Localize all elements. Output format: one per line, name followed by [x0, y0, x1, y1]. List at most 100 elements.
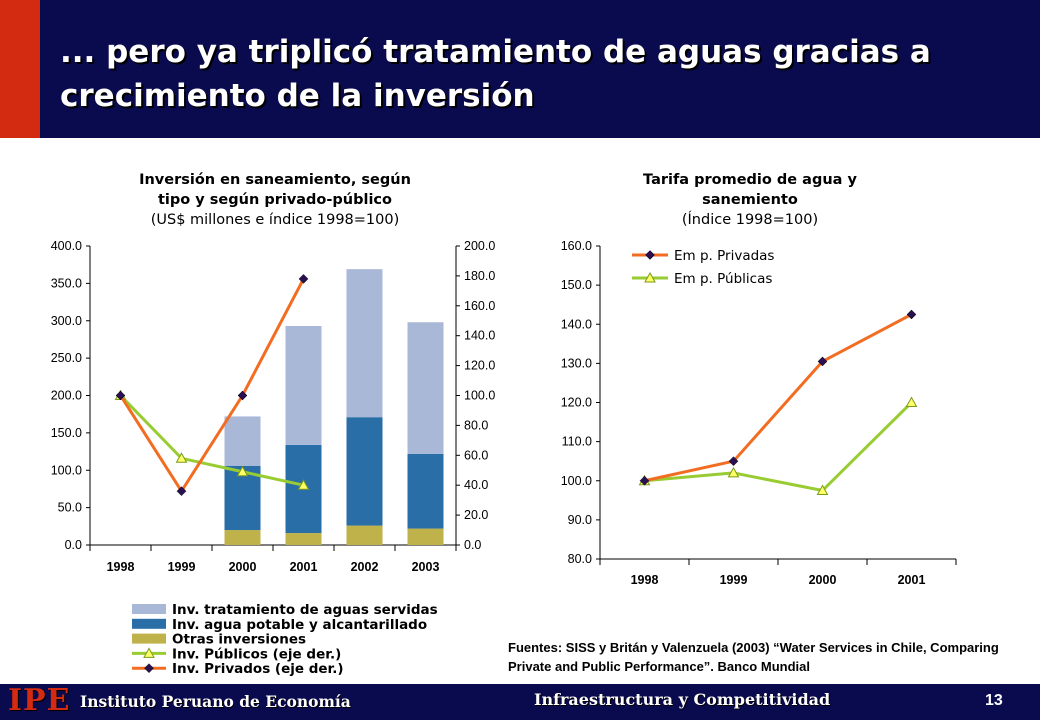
chart2-ytick-label: 150.0	[561, 278, 592, 292]
chart1-xtick-label: 2001	[290, 560, 318, 574]
chart1-y2tick-label: 140.0	[464, 329, 495, 343]
chart1-title-line1: Inversión en saneamiento, según	[139, 172, 411, 188]
chart1-y2tick-label: 60.0	[464, 448, 488, 462]
chart1-legend-label: Inv. agua potable y alcantarillado	[172, 617, 427, 633]
chart2-point	[905, 396, 918, 407]
chart2-legend-marker	[645, 250, 655, 260]
chart2-point	[906, 309, 917, 320]
chart1-ytick-label: 150.0	[51, 426, 82, 440]
charts-canvas: 0.0 50.0 100.0 150.0 200.0 250.0 300.0 350.0 400…	[51, 239, 957, 677]
chart1-ytick-label: 200.0	[51, 389, 82, 403]
chart1-ytick-label: 100.0	[51, 463, 82, 477]
chart2-xtick-label: 2000	[809, 573, 837, 587]
page-number: 13	[985, 692, 1003, 709]
chart2-point	[817, 356, 828, 367]
ipe-logo: IPE	[8, 683, 71, 718]
chart1-y2tick-label: 120.0	[464, 359, 495, 373]
chart1-legend-label: Inv. Privados (eje der.)	[172, 661, 344, 677]
chart1-y2tick-label: 100.0	[464, 389, 495, 403]
chart1-bar	[285, 533, 322, 545]
chart2-point	[639, 475, 650, 486]
chart2-ytick-label: 100.0	[561, 474, 592, 488]
chart2-xtick-label: 1999	[720, 573, 748, 587]
chart1-bar	[346, 417, 383, 526]
chart1-legend-label: Inv. Públicos (eje der.)	[172, 646, 341, 662]
chart1-bar	[224, 530, 261, 545]
chart2-series-line	[644, 313, 913, 483]
chart2-ytick-label: 80.0	[568, 552, 592, 566]
chart2-ytick-label: 90.0	[568, 513, 592, 527]
chart1-legend-swatch	[132, 604, 166, 614]
chart1-bar	[407, 528, 444, 545]
chart2-title-line2: sanemiento	[702, 192, 798, 208]
chart1-bar	[224, 465, 261, 531]
chart1-y2tick-label: 40.0	[464, 478, 488, 492]
section-name: Infraestructura y Competitividad	[534, 690, 831, 709]
slide-title: ... pero ya triplicó tratamiento de agua…	[60, 34, 931, 114]
chart1-y2tick-label: 0.0	[464, 538, 481, 552]
chart1-ytick-label: 250.0	[51, 351, 82, 365]
chart1-ytick-label: 50.0	[58, 501, 82, 515]
header-bar	[0, 0, 1040, 138]
chart1-legend-marker	[143, 647, 155, 658]
institution-name: Instituto Peruano de Economía	[80, 692, 351, 711]
chart2-ytick-label: 130.0	[561, 356, 592, 370]
chart1-point	[115, 390, 126, 401]
chart1-bar	[346, 269, 383, 418]
chart1-legend-swatch	[132, 618, 166, 629]
chart2-point	[727, 466, 740, 478]
chart1-bar	[224, 416, 261, 466]
chart2-xtick-label: 2001	[898, 573, 926, 587]
chart1-xtick-label: 1998	[107, 560, 135, 574]
chart1-bar	[407, 453, 444, 529]
chart1-legend-label: Inv. tratamiento de aguas servidas	[172, 602, 438, 618]
chart1-point	[237, 390, 248, 401]
chart2-xtick-label: 1998	[631, 573, 659, 587]
header-accent	[0, 0, 40, 138]
chart1-y2tick-label: 80.0	[464, 418, 488, 432]
chart1-xtick-label: 1999	[168, 560, 196, 574]
chart2-ytick-label: 160.0	[561, 239, 592, 253]
chart1-title: Inversión en saneamiento, según tipo y s…	[90, 170, 460, 230]
chart1-legend-swatch	[132, 633, 166, 644]
chart2-ytick-label: 110.0	[562, 435, 592, 449]
chart1-ytick-label: 0.0	[65, 538, 82, 552]
chart1-ytick-label: 350.0	[51, 276, 82, 290]
chart1-y2tick-label: 20.0	[464, 508, 488, 522]
chart1-xtick-label: 2003	[412, 560, 440, 574]
chart2-ytick-label: 120.0	[561, 396, 592, 410]
chart1-xtick-label: 2002	[351, 560, 379, 574]
chart1-series-line	[119, 394, 304, 487]
chart2-legend-marker	[644, 271, 656, 283]
chart1-y2tick-label: 200.0	[464, 239, 495, 253]
chart2-point	[728, 456, 739, 467]
chart2-title: Tarifa promedio de agua y sanemiento (Ín…	[600, 170, 900, 230]
chart1-point	[175, 452, 188, 463]
chart2-series-line	[644, 401, 913, 493]
chart2-subtitle: (Índice 1998=100)	[681, 212, 819, 228]
chart1-ytick-label: 300.0	[51, 314, 82, 328]
chart1-bar	[285, 325, 322, 445]
footer-bar	[0, 684, 1040, 720]
chart1-point	[176, 486, 187, 497]
chart1-point	[297, 479, 310, 490]
chart1-series-line	[119, 278, 305, 494]
chart1-legend-marker	[144, 663, 154, 674]
chart2-title-line1: Tarifa promedio de agua y	[643, 172, 857, 188]
chart2-ytick-label: 140.0	[561, 317, 592, 331]
chart1-title-line2: tipo y según privado-público	[157, 192, 392, 208]
chart2-legend-label: Em p. Públicas	[674, 271, 772, 287]
chart1-ytick-label: 400.0	[51, 239, 82, 253]
chart1-bar	[346, 525, 383, 545]
chart1-point	[236, 465, 249, 477]
chart1-subtitle: (US$ millones e índice 1998=100)	[150, 212, 400, 228]
chart1-y2tick-label: 160.0	[464, 299, 495, 313]
chart2-point	[816, 484, 829, 496]
sources-note: Fuentes: SISS y Britán­ y Valenzuela (20…	[508, 640, 999, 674]
chart1-legend-label: Otras inversiones	[172, 632, 306, 648]
chart2-legend-label: Em p. Privadas	[674, 248, 774, 264]
chart1-bar	[407, 322, 444, 454]
chart1-xtick-label: 2000	[229, 560, 257, 574]
chart1-y2tick-label: 180.0	[464, 269, 495, 283]
chart1-point	[298, 274, 309, 284]
